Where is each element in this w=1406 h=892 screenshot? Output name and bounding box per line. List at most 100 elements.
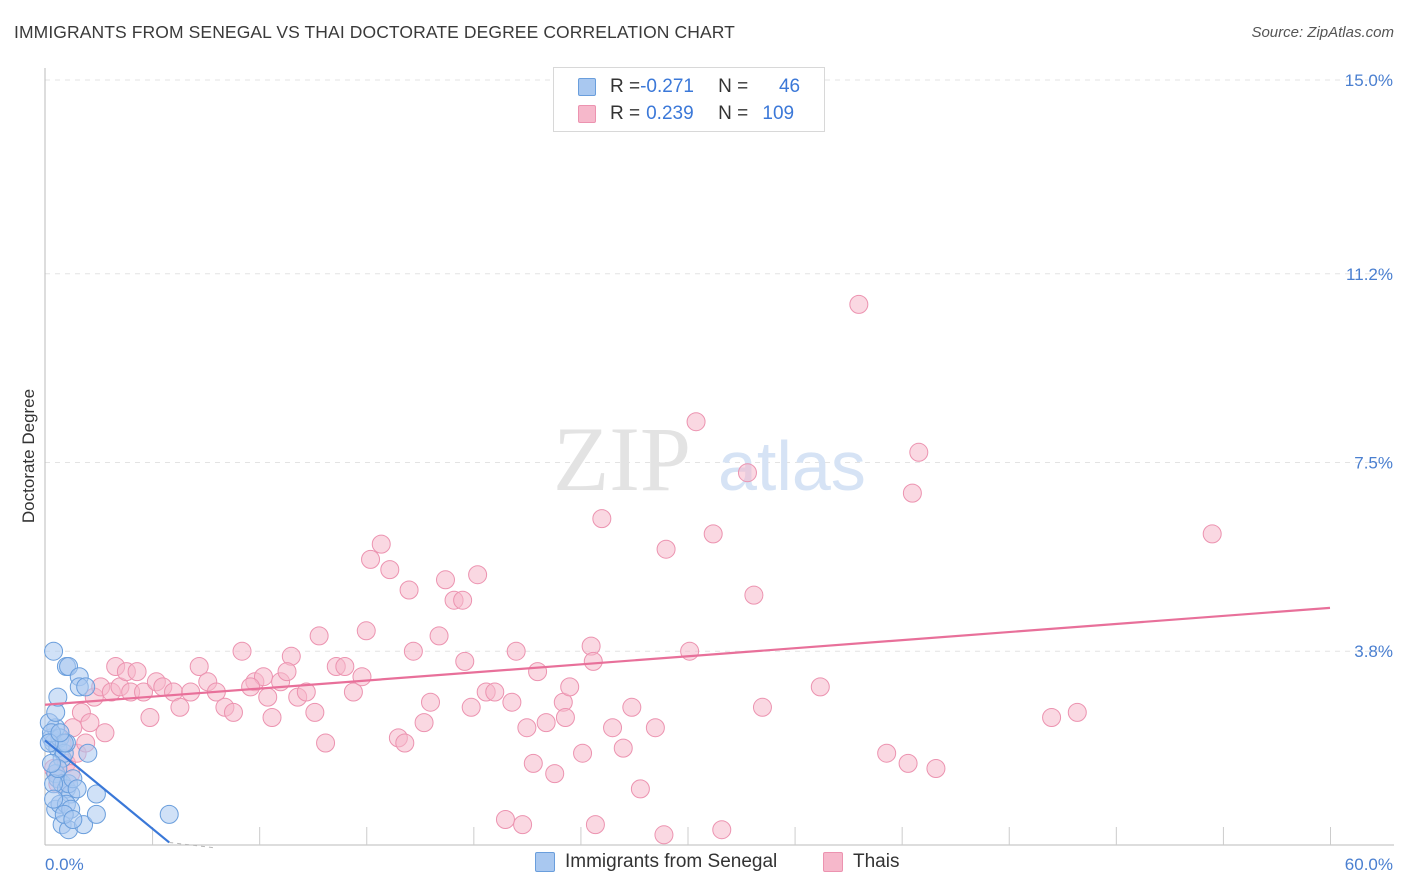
chart-title: IMMIGRANTS FROM SENEGAL VS THAI DOCTORAT…: [14, 22, 735, 42]
gridlines: [45, 79, 1394, 652]
thai-point-107: [555, 708, 575, 727]
thai-point-47: [361, 549, 381, 569]
series-legend: Immigrants from Senegal Thais: [0, 851, 1406, 879]
senegal-point-45: [63, 810, 83, 829]
thai-point-25: [181, 682, 201, 702]
thai-point-106: [455, 651, 475, 671]
senegal-point-42: [50, 723, 70, 743]
senegal-swatch: [578, 78, 596, 96]
thai-point-93: [909, 442, 929, 462]
thai-point-79: [622, 697, 642, 717]
thai-point-84: [686, 412, 706, 432]
senegal-point-11: [48, 687, 68, 707]
r-value-senegal: -0.271: [640, 76, 694, 97]
watermark-atlas: atlas: [718, 427, 866, 505]
senegal-point-41: [41, 753, 61, 773]
thai-point-64: [502, 692, 522, 712]
thai-point-94: [926, 759, 946, 778]
thai-point-48: [371, 534, 391, 554]
thai-point-70: [545, 764, 565, 784]
thai-point-72: [560, 677, 580, 697]
thai-point-33: [253, 667, 273, 687]
senegal-point-35: [159, 804, 179, 824]
y-tick-labels: 3.8% 7.5% 11.2% 15.0%: [1345, 71, 1393, 661]
y-tick-label-3: 15.0%: [1345, 71, 1393, 90]
senegal-point-32: [86, 784, 106, 804]
thai-point-91: [877, 743, 897, 763]
y-tick-label-1: 7.5%: [1354, 454, 1393, 473]
thai-point-101: [513, 815, 533, 835]
thai-point-24: [170, 697, 190, 717]
thai-point-51: [395, 733, 415, 753]
thai-swatch: [578, 105, 596, 123]
thai-point-59: [453, 590, 473, 610]
thai-point-98: [849, 294, 869, 314]
y-axis-label: Doctorate Degree: [19, 389, 38, 523]
watermark-zip: ZIP: [553, 408, 691, 510]
senegal-point-17: [76, 677, 96, 697]
thai-point-104: [277, 662, 297, 682]
senegal-point-43: [67, 779, 87, 799]
thai-point-77: [603, 718, 623, 738]
thai-points: [44, 294, 1222, 845]
thai-point-89: [752, 697, 772, 717]
thai-point-44: [343, 682, 363, 702]
legend-item-senegal[interactable]: Immigrants from Senegal: [535, 851, 777, 873]
thai-point-95: [1042, 708, 1062, 727]
thai-point-67: [523, 753, 543, 773]
legend-label-senegal: Immigrants from Senegal: [565, 851, 778, 872]
thai-point-39: [305, 702, 325, 722]
thai-point-9: [80, 713, 100, 733]
thai-point-102: [495, 810, 515, 829]
senegal-trend-line: [44, 739, 170, 844]
legend-row-thai: R = 0.239 N = 109: [578, 102, 794, 126]
thai-point-20: [140, 708, 160, 727]
correlation-legend: R = -0.271 N = 46 R = 0.239 N = 109: [553, 67, 825, 132]
x-tick-label-0: 0.0%: [45, 855, 84, 874]
thai-point-49: [380, 560, 400, 580]
thai-point-52: [399, 580, 419, 600]
thai-point-99: [898, 753, 918, 773]
thai-point-68: [528, 662, 548, 682]
thai-point-108: [583, 651, 603, 671]
thai-point-41: [316, 733, 336, 753]
thai-point-92: [902, 483, 922, 503]
senegal-point-12: [44, 641, 64, 661]
thai-point-40: [309, 626, 329, 646]
thai-point-87: [737, 463, 757, 483]
y-tick-label-2: 11.2%: [1346, 265, 1393, 284]
x-tick-marks: [152, 827, 1331, 845]
thai-point-69: [536, 713, 556, 733]
thai-point-53: [403, 641, 423, 661]
x-tick-labels: 0.0% 60.0%: [45, 855, 1393, 874]
trend-lines: [44, 606, 1331, 849]
thai-point-103: [258, 687, 278, 707]
thai-point-31: [232, 641, 252, 661]
thai-point-90: [810, 677, 830, 697]
senegal-point-44: [44, 789, 64, 809]
n-value-thai: 109: [762, 103, 795, 124]
r-label: R =: [610, 103, 641, 124]
thai-point-100: [654, 825, 674, 845]
thai-point-56: [429, 626, 449, 646]
senegal-point-34: [86, 804, 106, 824]
senegal-legend-swatch: [535, 852, 555, 872]
thai-point-61: [468, 565, 488, 585]
thai-point-73: [573, 743, 593, 763]
legend-item-thais[interactable]: Thais: [823, 851, 899, 873]
thai-point-43: [335, 657, 355, 676]
thai-point-76: [592, 509, 612, 529]
thai-point-63: [485, 682, 505, 702]
thai-trend-line: [44, 606, 1331, 706]
thai-point-12: [95, 723, 115, 743]
r-label: R =: [610, 76, 641, 97]
legend-row-senegal: R = -0.271 N = 46: [578, 75, 800, 99]
senegal-points: [39, 641, 179, 840]
thai-point-34: [262, 708, 282, 727]
thai-point-18: [127, 662, 147, 682]
thai-point-46: [356, 621, 376, 641]
thai-point-82: [656, 539, 676, 559]
thai-point-38: [296, 682, 316, 702]
n-label: N =: [718, 76, 749, 97]
senegal-point-33: [78, 743, 98, 763]
